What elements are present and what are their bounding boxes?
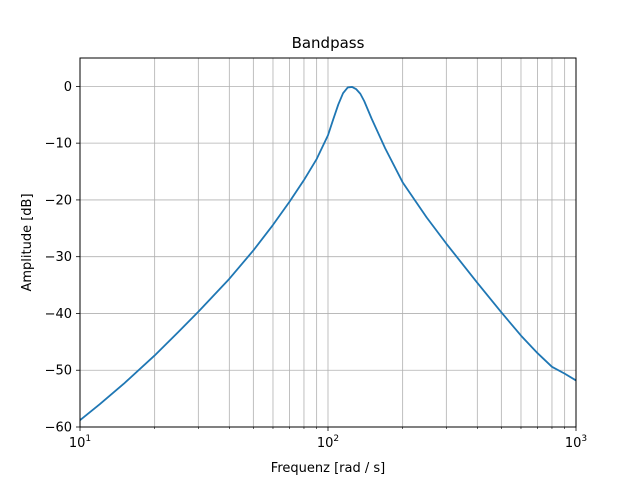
y-tick-label: −60 xyxy=(45,421,72,436)
chart-title: Bandpass xyxy=(292,34,365,52)
y-tick-label: −10 xyxy=(45,137,72,152)
series-line xyxy=(79,86,577,421)
y-tick-label: −50 xyxy=(45,364,72,379)
y-tick-label: 0 xyxy=(64,80,72,95)
y-axis-label: Amplitude [dB] xyxy=(20,193,35,291)
x-tick-label: 101 xyxy=(69,434,91,451)
x-tick-label: 103 xyxy=(565,434,587,451)
x-axis-label: Frequenz [rad / s] xyxy=(271,461,385,476)
y-tick-label: −30 xyxy=(45,250,72,265)
x-tick-label: 102 xyxy=(317,434,339,451)
plot-lines xyxy=(79,86,577,421)
y-tick-label: −40 xyxy=(45,307,72,322)
grid xyxy=(79,58,576,428)
y-tick-label: −20 xyxy=(45,193,72,208)
